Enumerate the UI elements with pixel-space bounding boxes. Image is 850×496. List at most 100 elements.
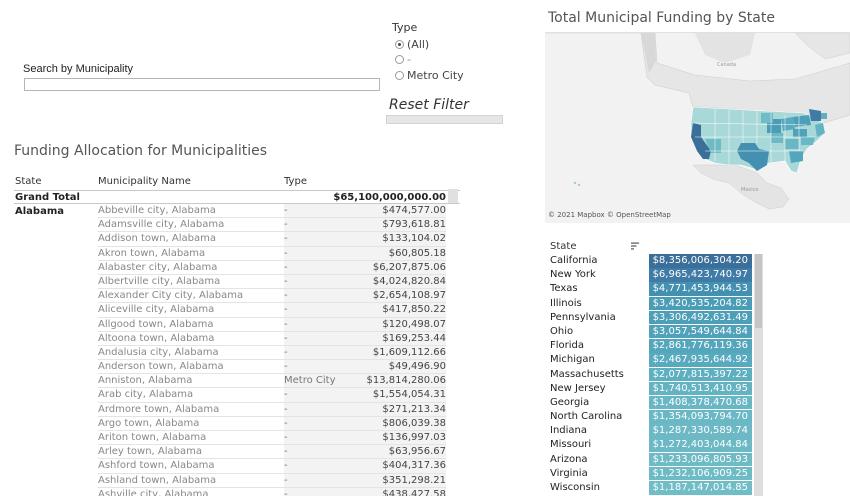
state-funding-value: $1,233,096,805.93: [652, 453, 748, 465]
grand-total-row: Grand Total $65,100,000,000.00: [14, 190, 460, 204]
type-option-dash[interactable]: -: [395, 52, 411, 66]
state-row[interactable]: Georgia $1,408,378,470.68: [548, 395, 762, 410]
municipality-name: Ashville city, Alabama: [98, 488, 209, 496]
state-row[interactable]: Texas $4,771,453,944.53: [548, 282, 762, 296]
state-row[interactable]: Arizona $1,233,096,805.93: [548, 452, 762, 467]
state-row[interactable]: North Carolina $1,354,093,794.70: [548, 410, 762, 424]
state-row[interactable]: Wisconsin $1,187,147,014.85: [548, 481, 762, 495]
state-row[interactable]: Virginia $1,232,106,909.25: [548, 466, 762, 481]
type-option-all[interactable]: (All): [395, 37, 429, 51]
state-funding-cell[interactable]: $4,771,453,944.53: [649, 282, 752, 296]
state-funding-cell[interactable]: $3,306,492,631.49: [649, 310, 752, 325]
state-list-scroll-thumb[interactable]: [755, 254, 762, 328]
table-row[interactable]: Alexander City city, Alabama - $2,654,108.…: [14, 289, 460, 304]
state-list: California $8,356,006,304.20 New York $6,96…: [548, 254, 762, 495]
state-funding-cell[interactable]: $3,057,549,644.84: [649, 324, 752, 339]
state-funding-cell[interactable]: $2,077,815,397.22: [649, 367, 752, 381]
table-row[interactable]: Ariton town, Alabama - $136,997.03: [14, 431, 460, 446]
reset-filter-button[interactable]: [386, 115, 503, 124]
row-stripe: [284, 459, 446, 474]
funding-amount: $6,207,875.06: [372, 261, 446, 273]
table-row[interactable]: Alabaster city, Alabama - $6,207,875.06: [14, 260, 460, 276]
funding-map[interactable]: Canada Mexico: [545, 32, 850, 223]
reset-filter-label[interactable]: Reset Filter: [389, 97, 469, 113]
row-stripe: [284, 204, 446, 219]
state-funding-cell[interactable]: $6,965,423,740.97: [649, 268, 752, 282]
municipality-type: -: [284, 403, 288, 415]
state-row[interactable]: Pennsylvania $3,306,492,631.49: [548, 310, 762, 325]
state-funding-cell[interactable]: $1,272,403,044.84: [649, 438, 752, 452]
map-title: Total Municipal Funding by State: [548, 10, 775, 26]
map-credit[interactable]: © 2021 Mapbox © OpenStreetMap: [548, 211, 671, 219]
state-list-header[interactable]: State: [550, 241, 577, 252]
table-row[interactable]: Arley town, Alabama - $63,956.67: [14, 445, 460, 460]
funding-amount: $474,577.00: [382, 205, 446, 216]
table-scrollbar[interactable]: [448, 189, 458, 203]
table-row[interactable]: Anniston, Alabama Metro City $13,814,280.0…: [14, 374, 460, 389]
municipality-type: -: [284, 488, 288, 496]
state-funding-cell[interactable]: $2,467,935,644.92: [649, 353, 752, 367]
state-row[interactable]: California $8,356,006,304.20: [548, 254, 762, 268]
funding-amount: $49,496.90: [388, 361, 446, 373]
state-funding-cell[interactable]: $1,232,106,909.25: [649, 466, 752, 481]
table-row[interactable]: Akron town, Alabama - $60,805.18: [14, 246, 460, 261]
search-label: Search by Municipality: [23, 63, 134, 75]
sort-descending-icon[interactable]: [631, 242, 639, 250]
state-funding-cell[interactable]: $1,233,096,805.93: [649, 452, 752, 467]
column-header-state[interactable]: State: [15, 176, 42, 187]
state-name: Illinois: [550, 297, 582, 309]
state-funding-value: $3,057,549,644.84: [652, 325, 748, 337]
state-funding-cell[interactable]: $1,408,378,470.68: [649, 395, 752, 410]
municipality-search-input[interactable]: [24, 78, 380, 91]
radio-icon[interactable]: [395, 54, 404, 64]
table-row[interactable]: Andalusia city, Alabama - $1,609,112.66: [14, 345, 460, 361]
type-option-metro-city[interactable]: Metro City: [395, 68, 464, 82]
state-funding-cell[interactable]: $3,420,535,204.82: [649, 296, 752, 311]
state-funding-cell[interactable]: $1,740,513,410.95: [649, 381, 752, 396]
state-row[interactable]: Florida $2,861,776,119.36: [548, 339, 762, 353]
table-row[interactable]: Abbeville city, Alabama - $474,577.00: [14, 204, 460, 219]
state-row[interactable]: Ohio $3,057,549,644.84: [548, 324, 762, 339]
table-row[interactable]: Adamsville city, Alabama - $793,618.81: [14, 218, 460, 233]
funding-amount: $60,805.18: [388, 247, 446, 259]
table-row[interactable]: Allgood town, Alabama - $120,498.07: [14, 317, 460, 332]
state-row[interactable]: New York $6,965,423,740.97: [548, 268, 762, 282]
row-stripe: [284, 388, 446, 403]
state-funding-value: $6,965,423,740.97: [652, 269, 748, 281]
municipality-type: -: [284, 346, 288, 358]
table-row[interactable]: Anderson town, Alabama - $49,496.90: [14, 360, 460, 375]
table-row[interactable]: Ashville city, Alabama - $438,427.58: [14, 487, 460, 496]
table-row[interactable]: Ashland town, Alabama - $351,298.21: [14, 473, 460, 488]
state-row[interactable]: New Jersey $1,740,513,410.95: [548, 381, 762, 396]
table-row[interactable]: Aliceville city, Alabama - $417,850.22: [14, 303, 460, 318]
table-row[interactable]: Argo town, Alabama - $806,039.38: [14, 416, 460, 432]
state-funding-cell[interactable]: $1,187,147,014.85: [649, 481, 752, 495]
column-header-type[interactable]: Type: [284, 176, 307, 187]
state-funding-cell[interactable]: $1,287,330,589.74: [649, 424, 752, 438]
state-row[interactable]: Massachusetts $2,077,815,397.22: [548, 367, 762, 382]
funding-amount: $351,298.21: [382, 474, 446, 486]
column-header-municipality[interactable]: Municipality Name: [98, 176, 191, 187]
table-row[interactable]: Ashford town, Alabama - $404,317.36: [14, 459, 460, 474]
state-row[interactable]: Illinois $3,420,535,204.82: [548, 296, 762, 311]
state-funding-cell[interactable]: $8,356,006,304.20: [649, 254, 752, 268]
table-row[interactable]: Ardmore town, Alabama - $271,213.34: [14, 402, 460, 418]
type-option-label: -: [407, 52, 411, 66]
funding-amount: $13,814,280.06: [366, 375, 446, 387]
state-funding-cell[interactable]: $2,861,776,119.36: [649, 339, 752, 353]
funding-amount: $271,213.34: [382, 403, 446, 415]
table-row[interactable]: Arab city, Alabama - $1,554,054.31: [14, 388, 460, 403]
state-row[interactable]: Indiana $1,287,330,589.74: [548, 424, 762, 438]
table-row[interactable]: Albertville city, Alabama - $4,024,820.84: [14, 274, 460, 290]
state-funding-cell[interactable]: $1,354,093,794.70: [649, 410, 752, 424]
radio-icon[interactable]: [395, 70, 404, 80]
radio-selected-icon[interactable]: [395, 39, 404, 49]
table-row[interactable]: Altoona town, Alabama - $169,253.44: [14, 331, 460, 347]
state-row[interactable]: Missouri $1,272,403,044.84: [548, 438, 762, 452]
state-list-scrollbar[interactable]: [754, 254, 763, 496]
municipality-name: Ariton town, Alabama: [98, 432, 207, 443]
municipality-name: Albertville city, Alabama: [98, 275, 221, 287]
municipality-type: -: [284, 361, 288, 373]
table-row[interactable]: Addison town, Alabama - $133,104.02: [14, 232, 460, 247]
state-row[interactable]: Michigan $2,467,935,644.92: [548, 353, 762, 367]
